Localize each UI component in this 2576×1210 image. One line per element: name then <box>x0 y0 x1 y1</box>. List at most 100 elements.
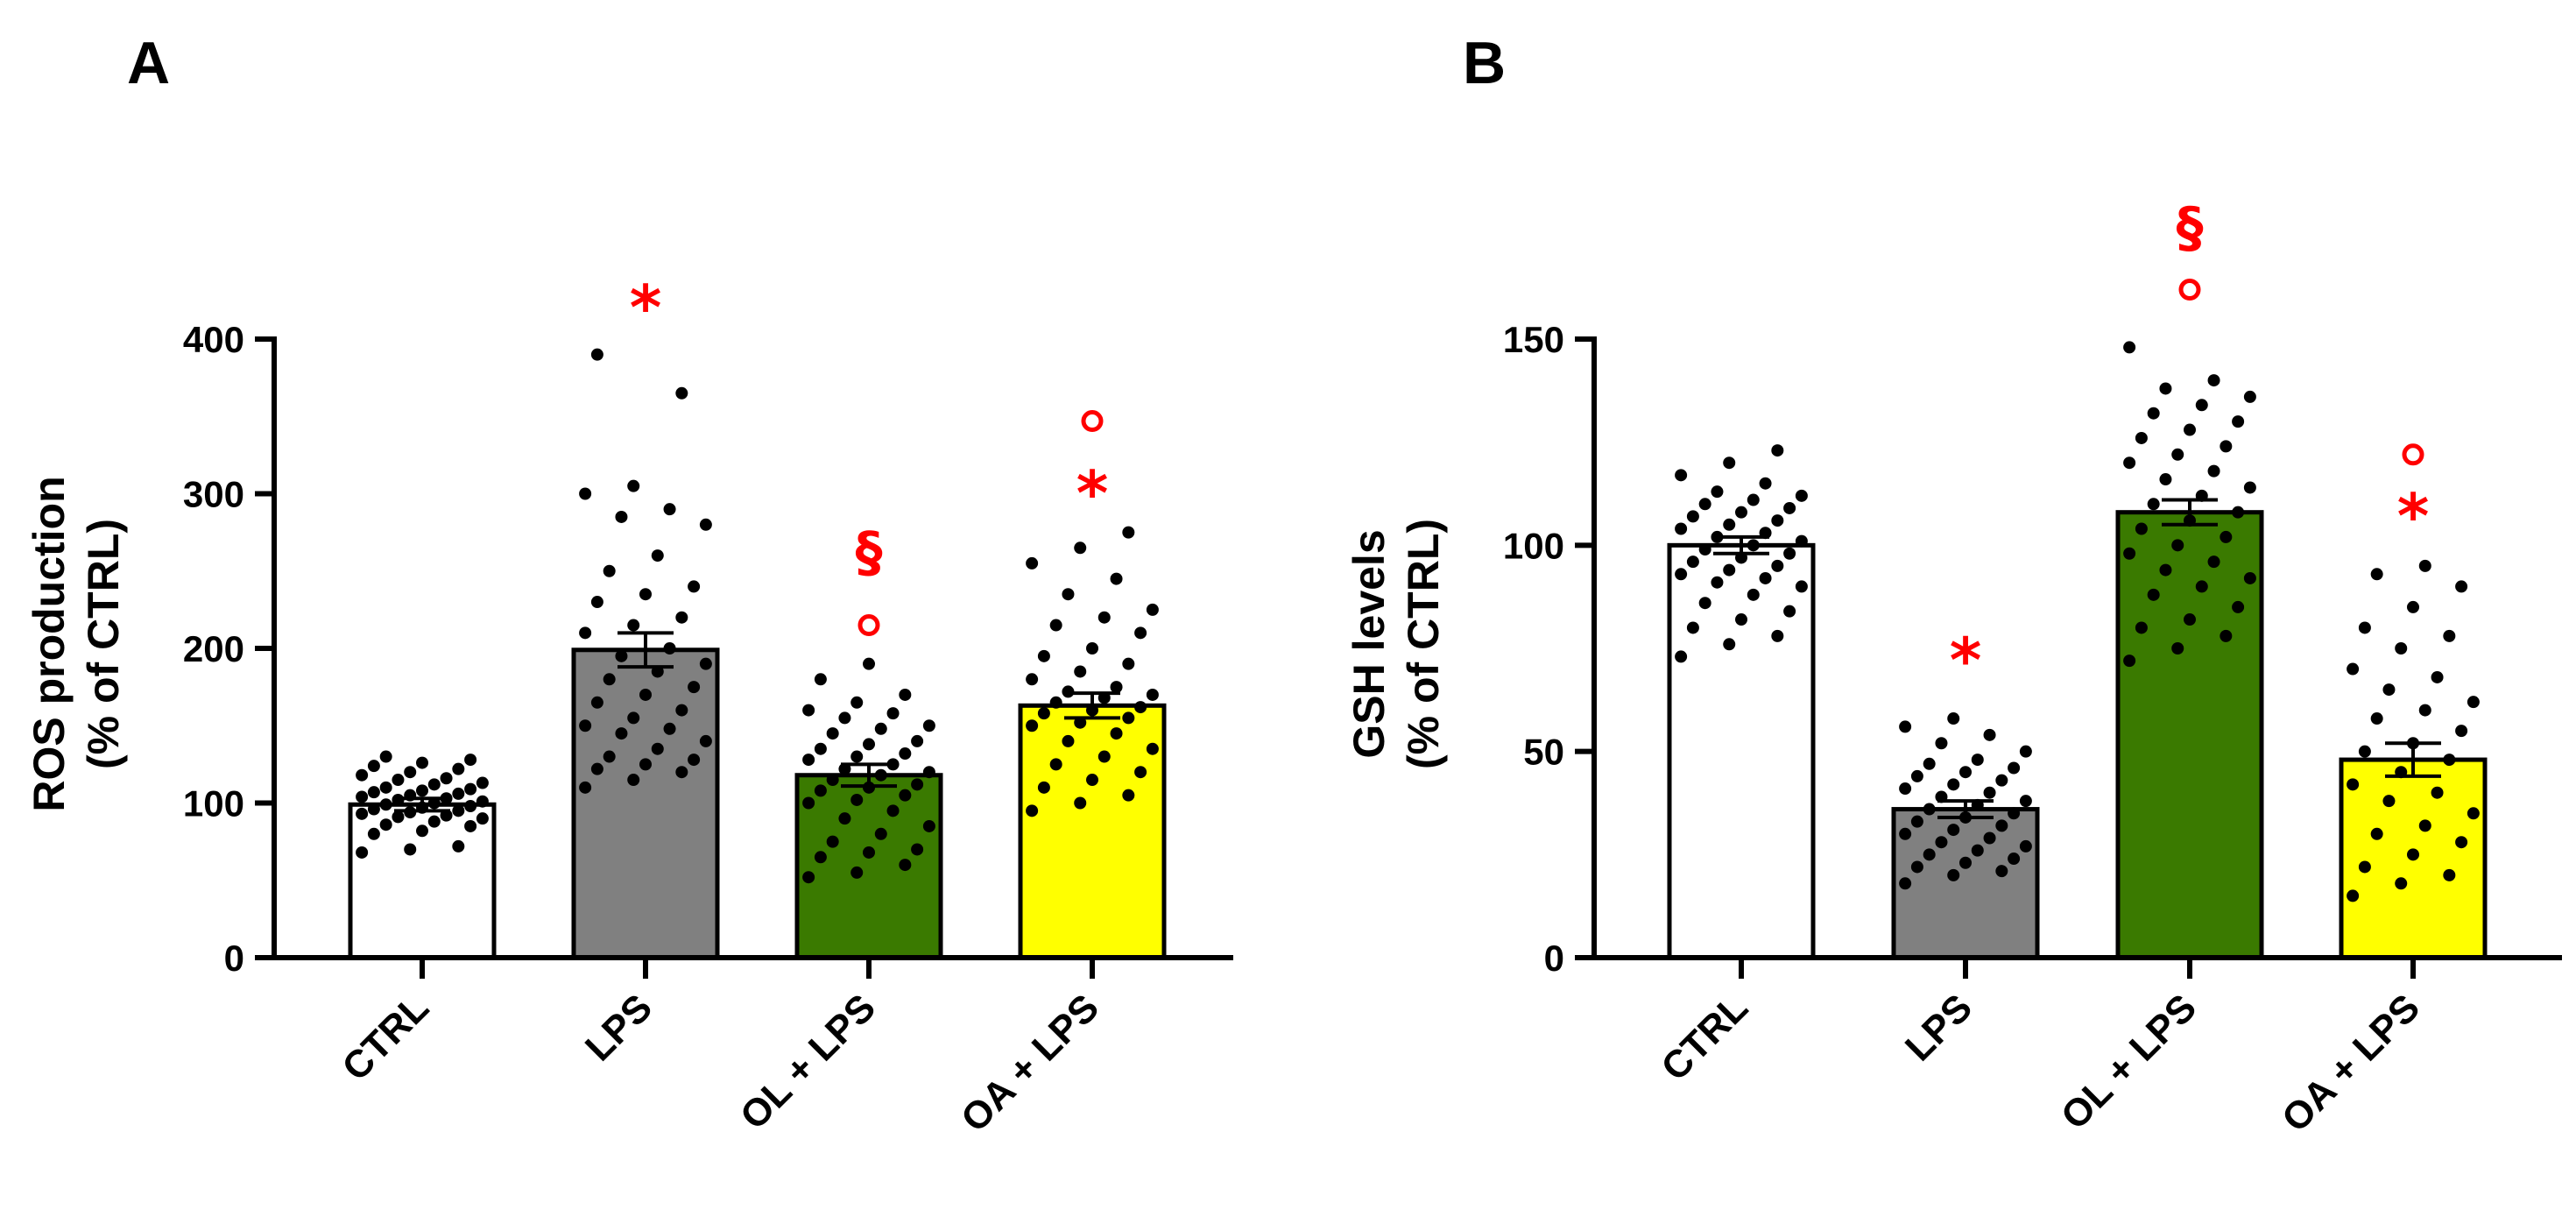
data-point <box>651 549 664 563</box>
data-point <box>2195 399 2208 412</box>
data-point <box>1122 711 1135 725</box>
data-point <box>2431 786 2444 799</box>
data-point <box>1910 769 1923 782</box>
data-point <box>663 503 676 516</box>
data-point <box>1959 856 1972 869</box>
data-point <box>367 803 380 816</box>
data-point <box>2232 415 2245 428</box>
data-point <box>2370 712 2383 725</box>
data-point <box>356 768 369 782</box>
data-point <box>688 754 701 767</box>
data-point <box>2418 704 2431 717</box>
data-point <box>1795 580 1808 593</box>
data-point <box>639 688 652 701</box>
data-point <box>392 774 405 787</box>
data-point <box>2159 563 2172 577</box>
data-point <box>886 707 900 720</box>
data-point <box>1110 681 1123 694</box>
data-point <box>688 681 701 694</box>
data-point <box>1049 758 1062 771</box>
data-point <box>1062 588 1075 601</box>
data-point <box>590 696 603 709</box>
data-point <box>814 673 827 686</box>
data-point <box>2243 571 2256 584</box>
data-point <box>590 596 603 609</box>
data-point <box>1686 555 1699 569</box>
data-point <box>1134 701 1147 714</box>
data-point <box>416 824 428 838</box>
data-point <box>1723 456 1736 470</box>
data-point <box>452 787 465 800</box>
data-point <box>2467 696 2480 709</box>
data-point <box>1675 650 1688 663</box>
data-point <box>2443 754 2456 767</box>
data-point <box>603 673 616 686</box>
data-point <box>874 827 887 840</box>
y-tick-label: 150 <box>1503 319 1564 360</box>
data-point <box>379 798 392 811</box>
data-point <box>1771 444 1784 457</box>
data-point <box>1947 868 1960 881</box>
y-tick-label: 100 <box>1503 525 1564 566</box>
data-point <box>1947 778 1960 791</box>
data-point <box>911 843 924 856</box>
data-point <box>1771 629 1784 642</box>
data-point <box>1675 469 1688 482</box>
panel-b-plot: 0 50 100 150 CTRL LPS OL + LPS OA + LPS * § * <box>1503 195 2562 1141</box>
data-point <box>427 815 441 828</box>
data-point <box>1899 827 1912 840</box>
data-point <box>1899 720 1912 733</box>
data-point <box>922 766 935 779</box>
data-point <box>416 756 428 769</box>
data-point <box>1026 673 1039 686</box>
panel-a-letter: A <box>127 30 170 96</box>
data-point <box>404 766 417 779</box>
y-tick-label: 0 <box>224 938 244 979</box>
data-point <box>838 711 851 725</box>
data-point <box>627 479 640 492</box>
x-tick-label: OA + LPS <box>953 986 1107 1140</box>
data-point <box>802 754 815 767</box>
panel-a-ylabel-line1: ROS production <box>25 476 74 811</box>
data-point <box>1146 603 1159 616</box>
data-point <box>1110 727 1123 740</box>
data-point <box>2358 860 2371 874</box>
data-point <box>802 871 815 884</box>
x-tick-label: OA + LPS <box>2274 986 2428 1140</box>
data-point <box>1747 493 1760 506</box>
data-point <box>427 778 441 791</box>
data-point <box>367 827 380 840</box>
data-point <box>1074 541 1087 555</box>
data-point <box>850 793 864 806</box>
data-point <box>1759 477 1772 490</box>
data-point <box>2467 807 2480 820</box>
data-point <box>2019 839 2032 853</box>
data-point <box>1971 754 1984 767</box>
bar-lps <box>1891 807 2040 960</box>
data-point <box>1049 696 1062 709</box>
data-point <box>1983 786 1996 799</box>
data-point <box>1026 804 1039 817</box>
data-point <box>1723 518 1736 531</box>
data-point <box>651 742 664 755</box>
data-point <box>1122 789 1135 802</box>
data-point <box>639 758 652 771</box>
x-tick-label: LPS <box>577 986 660 1069</box>
data-point <box>603 564 616 577</box>
data-point <box>874 768 887 782</box>
panel-a-ylabel-line2: (% of CTRL) <box>79 519 128 769</box>
bar-ol-lps <box>2115 510 2264 960</box>
data-point <box>1910 860 1923 874</box>
data-point <box>1698 498 1711 511</box>
data-point <box>1675 568 1688 581</box>
data-point <box>2347 662 2360 676</box>
significance-ring <box>2178 279 2201 301</box>
data-point <box>699 657 712 670</box>
data-point <box>675 611 688 624</box>
y-tick-label: 300 <box>183 474 244 515</box>
data-point <box>1910 815 1923 828</box>
data-point <box>590 762 603 775</box>
data-point <box>1995 819 2008 832</box>
data-point <box>379 818 392 831</box>
data-point <box>2135 522 2148 535</box>
